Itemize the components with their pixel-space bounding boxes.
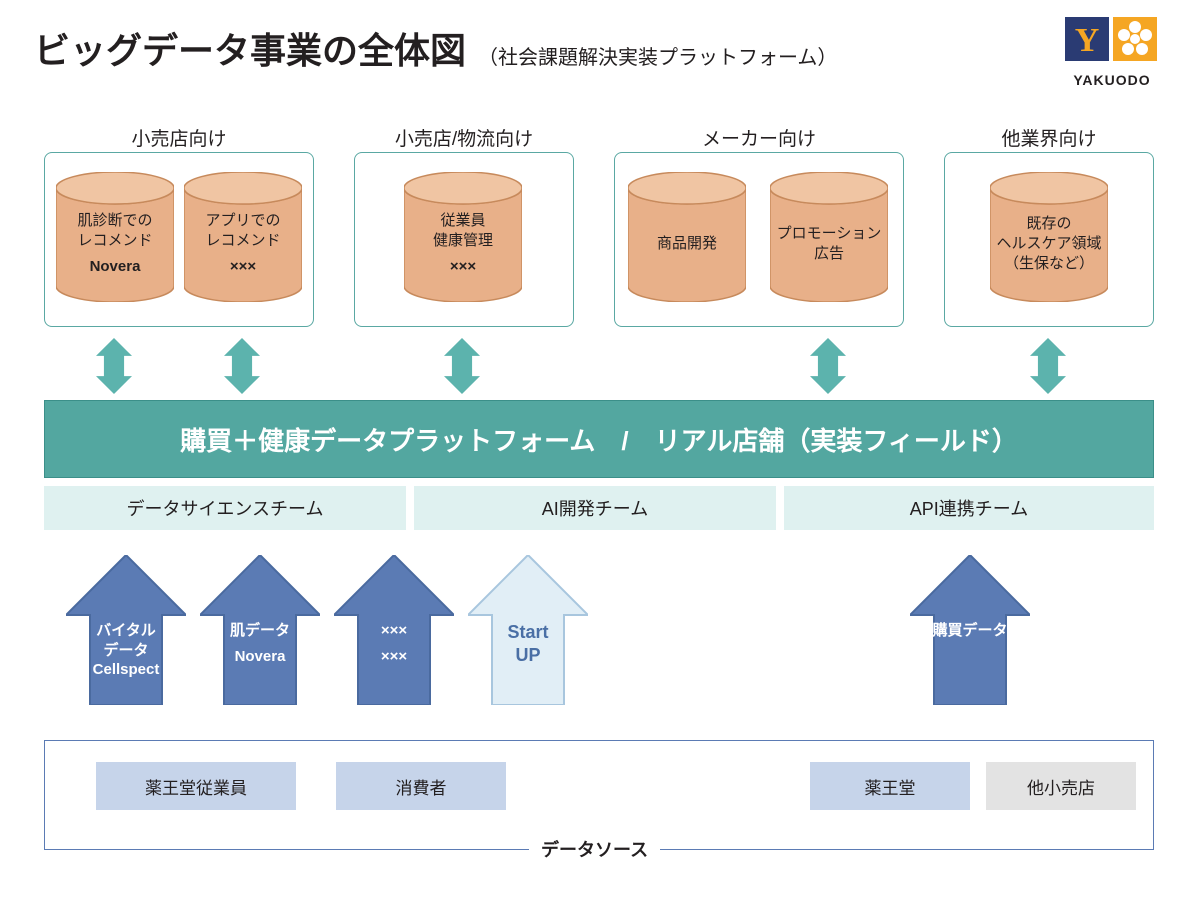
- cylinder-label: プロモーション広告: [770, 200, 888, 288]
- title-row: ビッグデータ事業の全体図 （社会課題解決実装プラットフォーム）: [34, 22, 1170, 74]
- bi-arrow-icon: [810, 338, 846, 394]
- data-source-box: 薬王堂: [810, 762, 970, 810]
- arrow-label: バイタルデータCellspect: [66, 621, 186, 680]
- team-bar: データサイエンスチーム: [44, 486, 406, 530]
- svg-text:Y: Y: [1075, 22, 1100, 59]
- cylinder: 肌診断でのレコメンドNovera: [56, 172, 174, 302]
- segment-label: 他業界向け: [944, 124, 1154, 151]
- cylinder: プロモーション広告: [770, 172, 888, 302]
- arrow-label: 購買データ: [910, 621, 1030, 641]
- cylinder: 既存のヘルスケア領域（生保など）: [990, 172, 1108, 302]
- segment-label: 小売店向け: [44, 124, 314, 151]
- arrow-label: 肌データ Novera: [200, 621, 320, 666]
- bi-arrow-icon: [1030, 338, 1066, 394]
- segment-label: 小売店/物流向け: [354, 124, 574, 151]
- bi-arrow-icon: [444, 338, 480, 394]
- logo: Y YAKUODO: [1064, 16, 1160, 88]
- startup-arrow-icon: StartUP: [468, 555, 588, 705]
- arrow-label: ××× ×××: [334, 621, 454, 666]
- bi-arrow-icon: [96, 338, 132, 394]
- cylinder-label: 肌診断でのレコメンドNovera: [56, 200, 174, 288]
- sub-title: （社会課題解決実装プラットフォーム）: [478, 41, 837, 74]
- bi-arrow-icon: [224, 338, 260, 394]
- cylinder-label: アプリでのレコメンド×××: [184, 200, 302, 288]
- data-source-box: 消費者: [336, 762, 506, 810]
- cylinder: 商品開発: [628, 172, 746, 302]
- platform-bar: 購買＋健康データプラットフォーム / リアル店舗（実装フィールド）: [44, 400, 1154, 478]
- data-arrow-icon: 購買データ: [910, 555, 1030, 705]
- team-bar: API連携チーム: [784, 486, 1154, 530]
- cylinder-label: 従業員健康管理×××: [404, 200, 522, 288]
- data-source-box: 薬王堂従業員: [96, 762, 296, 810]
- data-source-label: データソース: [529, 836, 660, 862]
- logo-brand-text: YAKUODO: [1064, 72, 1160, 88]
- cylinder: アプリでのレコメンド×××: [184, 172, 302, 302]
- data-arrow-icon: バイタルデータCellspect: [66, 555, 186, 705]
- logo-icon: Y: [1064, 16, 1160, 70]
- main-title: ビッグデータ事業の全体図: [34, 22, 466, 74]
- cylinder: 従業員健康管理×××: [404, 172, 522, 302]
- cylinder-label: 商品開発: [628, 200, 746, 288]
- data-arrow-icon: ××× ×××: [334, 555, 454, 705]
- arrow-label: StartUP: [468, 621, 588, 668]
- data-arrow-icon: 肌データ Novera: [200, 555, 320, 705]
- team-bar: AI開発チーム: [414, 486, 776, 530]
- cylinder-label: 既存のヘルスケア領域（生保など）: [990, 200, 1108, 288]
- data-source-box: 他小売店: [986, 762, 1136, 810]
- segment-label: メーカー向け: [614, 124, 904, 151]
